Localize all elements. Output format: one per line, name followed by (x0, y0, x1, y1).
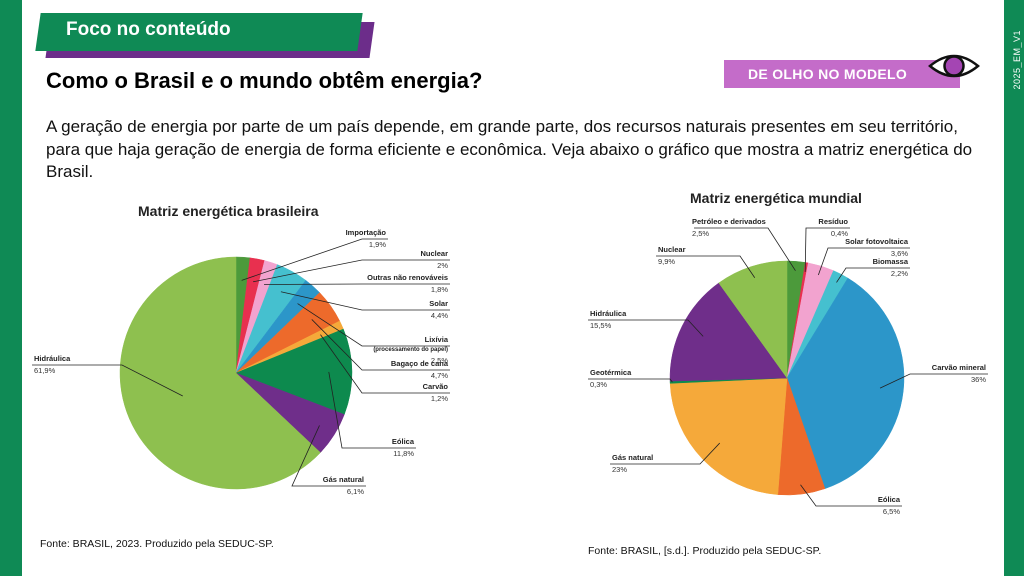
leader-line-petroleo-e-derivados (694, 227, 796, 271)
page-title: Como o Brasil e o mundo obtêm energia? (46, 68, 483, 93)
leader-line-nuclear (253, 259, 450, 283)
pie-slice-hidraulica (669, 282, 788, 382)
slice-label-nuclear: Nuclear (658, 245, 686, 254)
slice-label-carvao: Carvão (423, 382, 449, 391)
slice-value-solar-fotovoltaica: 3,6% (891, 249, 908, 258)
slice-label-gas-natural: Gás natural (323, 475, 364, 484)
slice-value-biomassa: 2,2% (891, 269, 908, 278)
intro-paragraph: A geração de energia por parte de um paí… (46, 117, 973, 181)
slice-value-petroleo-e-derivados: 2,5% (692, 229, 709, 238)
slice-value-gas-natural: 6,1% (347, 487, 364, 496)
brazil-energy-pie-chart: Matriz energética brasileira Importação 1… (32, 203, 450, 496)
leader-line-gas-natural (610, 442, 721, 465)
slice-label-solar: Solar (429, 299, 448, 308)
slice-value-residuo: 0,4% (831, 229, 848, 238)
slice-label-bagaco-de-cana: Bagaço de cana (391, 359, 449, 368)
slice-label-lixivia: Lixívia (425, 335, 449, 344)
slice-value-eolica: 11,8% (393, 449, 414, 458)
right-frame-bar (1004, 0, 1024, 576)
leader-line-carvao-mineral (879, 373, 988, 389)
slice-sublabel-lixivia: (processamento do papel) (373, 347, 448, 353)
chart-title: Matriz energética mundial (690, 190, 862, 206)
slice-value-nuclear: 2% (437, 261, 448, 270)
slice-label-gas-natural: Gás natural (612, 453, 653, 462)
slice-value-importacao: 1,9% (369, 240, 386, 249)
slice-label-importacao: Importação (346, 228, 387, 237)
leader-line-lixivia (297, 303, 450, 347)
slice-value-gas-natural: 23% (612, 465, 627, 474)
slice-value-hidraulica: 61,9% (34, 366, 56, 375)
leader-line-bagaco-de-cana (311, 319, 450, 371)
slice-label-eolica: Eólica (392, 437, 415, 446)
slice-value-outras-nao-renovaveis: 1,8% (431, 285, 448, 294)
leader-line-solar (280, 291, 450, 311)
section-tag-label: Foco no conteúdo (66, 19, 231, 40)
leader-line-geotermica (588, 378, 673, 383)
brazil-chart-source: Fonte: BRASIL, 2023. Produzido pela SEDU… (40, 538, 274, 550)
slice-label-nuclear: Nuclear (420, 249, 448, 258)
slice-label-hidraulica: Hidráulica (34, 354, 71, 363)
slice-label-carvao-mineral: Carvão mineral (932, 363, 986, 372)
slice-label-outras-nao-renovaveis: Outras não renováveis (367, 273, 448, 282)
leader-line-importacao (241, 238, 388, 281)
slice-label-eolica: Eólica (878, 495, 901, 504)
leader-line-eolica (328, 371, 416, 449)
model-badge (724, 60, 960, 88)
left-frame-bar (0, 0, 22, 576)
pie-slice-eolica (235, 328, 353, 415)
slice-value-solar: 4,4% (431, 311, 448, 320)
chart-title: Matriz energética brasileira (138, 203, 319, 219)
leader-line-hidraulica (588, 319, 704, 337)
slice-label-biomassa: Biomassa (873, 257, 909, 266)
leader-line-eolica (800, 484, 902, 507)
slice-label-petroleo-e-derivados: Petróleo e derivados (692, 217, 766, 226)
eye-icon (928, 54, 980, 78)
leader-line-nuclear (656, 255, 756, 278)
slice-value-bagaco-de-cana: 4,7% (431, 371, 448, 380)
slice-value-carvao-mineral: 36% (971, 375, 986, 384)
leader-line-gas-natural (291, 425, 366, 487)
leader-line-hidraulica (32, 364, 183, 397)
slice-value-carvao: 1,2% (431, 394, 448, 403)
pie-slice-gas-natural (669, 377, 788, 495)
world-energy-pie-chart: Matriz energética mundial Petróleo e der… (588, 190, 988, 516)
leader-line-outras-nao-renovaveis (264, 283, 450, 285)
slice-value-hidraulica: 15,5% (590, 321, 612, 330)
pie-slice-nuclear (718, 260, 788, 379)
slice-value-geotermica: 0,3% (590, 380, 607, 389)
model-badge-label: DE OLHO NO MODELO (748, 66, 908, 82)
slice-value-eolica: 6,5% (883, 507, 900, 516)
slice-label-residuo: Resíduo (818, 217, 848, 226)
slice-label-geotermica: Geotérmica (590, 368, 632, 377)
leader-line-carvao (320, 334, 450, 394)
document-code: 2025_EM_V1 (1012, 30, 1022, 90)
world-chart-source: Fonte: BRASIL, [s.d.]. Produzido pela SE… (588, 545, 822, 557)
slice-value-lixivia: 2,5% (431, 356, 448, 365)
slice-value-nuclear: 9,9% (658, 257, 675, 266)
leader-line-solar-fotovoltaica (817, 247, 910, 276)
leader-line-biomassa (836, 267, 910, 283)
slice-label-hidraulica: Hidráulica (590, 309, 627, 318)
pie-slice-hidraulica (119, 256, 321, 490)
pie-slice-carvao-mineral (786, 277, 905, 489)
leader-line-residuo (804, 227, 850, 272)
slice-label-solar-fotovoltaica: Solar fotovoltaica (845, 237, 909, 246)
